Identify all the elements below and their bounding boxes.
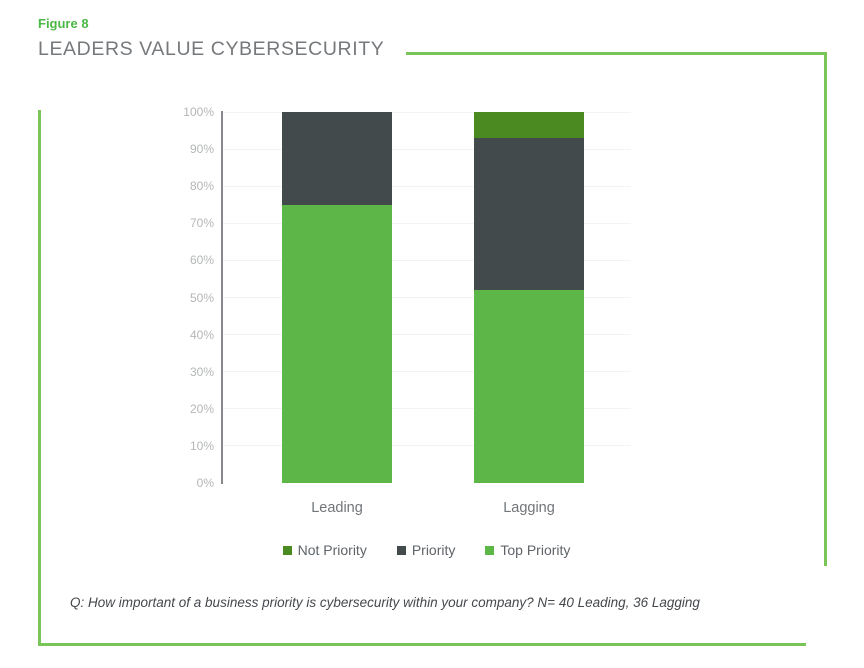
gridline-50% <box>222 297 631 298</box>
y-axis-tick-40%: 40% <box>189 327 214 342</box>
bar-segment-lagging-priority <box>474 137 584 291</box>
chart-title: LEADERS VALUE CYBERSECURITY <box>38 38 385 60</box>
decorative-frame-bottom-left <box>38 110 806 646</box>
legend-item-top-priority: Top Priority <box>485 542 570 558</box>
gridline-40% <box>222 334 631 336</box>
y-axis-tick-30%: 30% <box>189 364 214 379</box>
y-axis-tick-100%: 100% <box>183 105 214 119</box>
gridline-80% <box>222 185 631 187</box>
legend-label: Top Priority <box>500 542 571 558</box>
gridline-20% <box>222 408 631 410</box>
gridline-90% <box>222 148 631 150</box>
legend-swatch-icon <box>396 545 406 555</box>
bar-segment-leading-priority <box>282 112 392 205</box>
survey-question-note: Q: How important of a business priority … <box>70 595 700 610</box>
y-axis-tick-50%: 50% <box>189 290 214 305</box>
gridline-70% <box>222 222 631 224</box>
y-axis-tick-60%: 60% <box>189 253 214 268</box>
x-axis-label-leading: Leading <box>311 500 363 516</box>
legend-swatch-icon <box>485 545 495 555</box>
y-axis-tick-90%: 90% <box>189 142 214 157</box>
legend-label: Not Priority <box>297 542 367 558</box>
gridline-100% <box>222 111 631 113</box>
y-axis-tick-70%: 70% <box>189 216 214 231</box>
legend-label: Priority <box>411 542 456 558</box>
y-axis-tick-80%: 80% <box>189 179 214 194</box>
x-axis-label-lagging: Lagging <box>503 500 555 516</box>
chart-legend: Not Priority Priority Top Priority <box>222 541 631 559</box>
legend-swatch-icon <box>282 545 292 555</box>
figure-label: Figure 8 <box>38 16 89 31</box>
gridline-60% <box>222 259 631 261</box>
legend-item-not-priority: Not Priority <box>282 542 367 558</box>
bar-segment-lagging-top-priority <box>474 290 584 483</box>
y-axis-tick-10%: 10% <box>189 438 214 453</box>
decorative-frame-top-right <box>406 52 827 566</box>
y-axis-line <box>221 111 223 484</box>
y-axis-tick-20%: 20% <box>189 401 214 416</box>
gridline-30% <box>222 371 631 373</box>
bar-segment-lagging-not-priority <box>474 112 584 138</box>
legend-item-priority: Priority <box>396 542 456 558</box>
bar-segment-leading-top-priority <box>282 204 392 483</box>
y-axis-tick-0%: 0% <box>196 476 214 490</box>
gridline-10% <box>222 445 631 447</box>
